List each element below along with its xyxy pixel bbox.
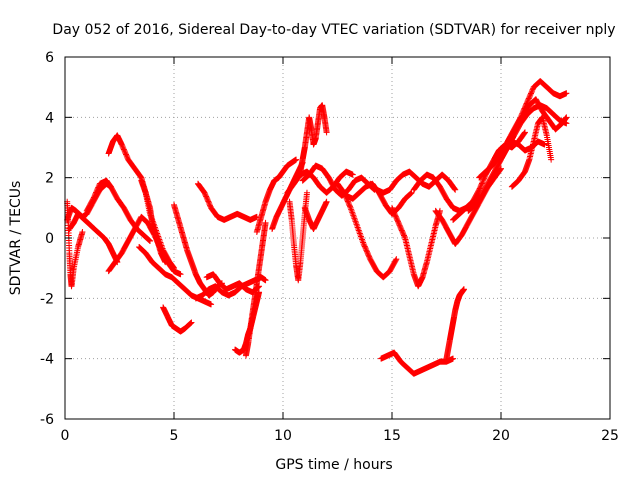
- data-point: [94, 185, 101, 192]
- series-arc-34: [504, 78, 570, 145]
- x-axis-label: GPS time / hours: [275, 457, 392, 473]
- data-point: [177, 271, 184, 278]
- y-axis-label: SDTVAR / TECUs: [8, 181, 24, 296]
- data-point: [122, 150, 129, 157]
- data-point: [91, 192, 98, 199]
- data-point: [79, 228, 86, 235]
- y-tick-label: 0: [45, 231, 54, 247]
- data-point: [119, 143, 126, 150]
- chart-title: Day 052 of 2016, Sidereal Day-to-day VTE…: [52, 22, 615, 38]
- data-point: [146, 237, 153, 244]
- series-arc-19: [297, 102, 330, 175]
- x-tick-label: 5: [170, 428, 179, 444]
- series-arc-18: [286, 189, 310, 284]
- y-tick-label: 6: [45, 50, 54, 66]
- series-arc-05: [83, 177, 154, 245]
- data-point: [208, 301, 215, 308]
- x-tick-label: 10: [274, 428, 292, 444]
- series-arc-03: [66, 210, 121, 266]
- y-tick-label: 2: [45, 171, 54, 187]
- data-point: [121, 147, 128, 154]
- series-arc-02: [64, 198, 86, 290]
- y-tick-label: -2: [40, 291, 54, 307]
- series-arc-12: [194, 180, 260, 223]
- data-point: [147, 238, 154, 245]
- y-tick-label: 4: [45, 110, 54, 126]
- data-point: [92, 190, 99, 197]
- x-tick-label: 20: [492, 428, 510, 444]
- series-arc-26: [389, 204, 443, 290]
- data-point: [93, 189, 100, 196]
- data-point: [118, 141, 125, 148]
- series-arc-08: [138, 177, 169, 266]
- data-point: [123, 152, 130, 159]
- x-tick-label: 15: [383, 428, 401, 444]
- data-point: [95, 184, 102, 191]
- data-point: [124, 154, 131, 161]
- data-point: [90, 194, 97, 201]
- x-tick-label: 0: [61, 428, 70, 444]
- data-point: [94, 186, 101, 193]
- data-point: [120, 145, 127, 152]
- data-point: [123, 151, 130, 158]
- data-point: [91, 193, 98, 200]
- data-points: [64, 78, 570, 377]
- y-tick-label: -4: [40, 352, 54, 368]
- series-arc-10: [160, 304, 195, 335]
- data-point: [90, 195, 97, 202]
- series-arc-06: [105, 213, 184, 278]
- data-point: [145, 237, 152, 244]
- data-point: [121, 149, 128, 156]
- x-tick-label: 25: [601, 428, 619, 444]
- data-point: [162, 259, 169, 266]
- data-point: [93, 188, 100, 195]
- series-arc-30: [443, 286, 467, 362]
- data-point: [120, 146, 127, 153]
- y-tick-label: -6: [40, 412, 54, 428]
- data-point: [119, 142, 126, 149]
- series-arc-29: [378, 349, 457, 377]
